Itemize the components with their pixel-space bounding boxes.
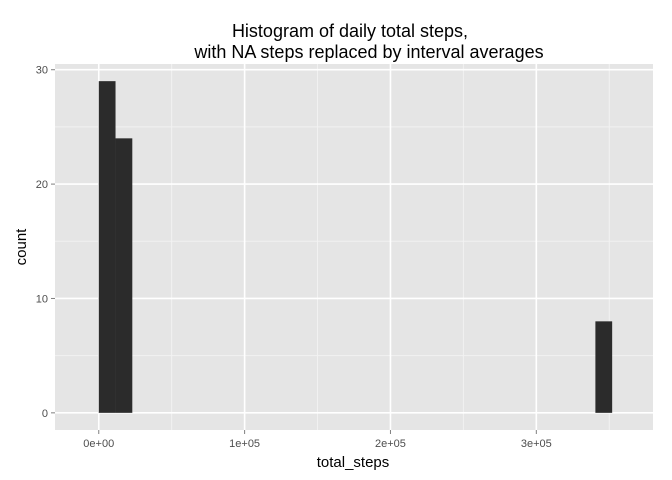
y-tick-label: 30	[36, 65, 48, 77]
y-tick-label: 10	[36, 293, 48, 305]
x-axis-ticks: 0e+00 1e+05 2e+05 3e+05	[83, 430, 552, 450]
y-axis-ticks: 0 10 20 30	[36, 65, 55, 420]
chart-title-line-1: Histogram of daily total steps,	[232, 21, 468, 41]
x-tick-label: 1e+05	[229, 438, 260, 450]
histogram-bar	[98, 81, 116, 413]
x-axis-title: total_steps	[317, 454, 390, 471]
x-tick-label: 0e+00	[83, 438, 114, 450]
histogram-bar	[595, 321, 613, 413]
y-tick-label: 20	[36, 179, 48, 191]
y-tick-label: 0	[42, 408, 48, 420]
y-axis-title: count	[13, 228, 30, 266]
histogram-bar	[115, 138, 133, 413]
histogram-bars	[98, 81, 613, 413]
plot-panel	[55, 64, 653, 430]
major-gridlines	[55, 64, 653, 430]
x-tick-label: 3e+05	[521, 438, 552, 450]
x-tick-label: 2e+05	[375, 438, 406, 450]
minor-gridlines	[55, 64, 653, 430]
chart-title-line-2: with NA steps replaced by interval avera…	[193, 42, 543, 62]
